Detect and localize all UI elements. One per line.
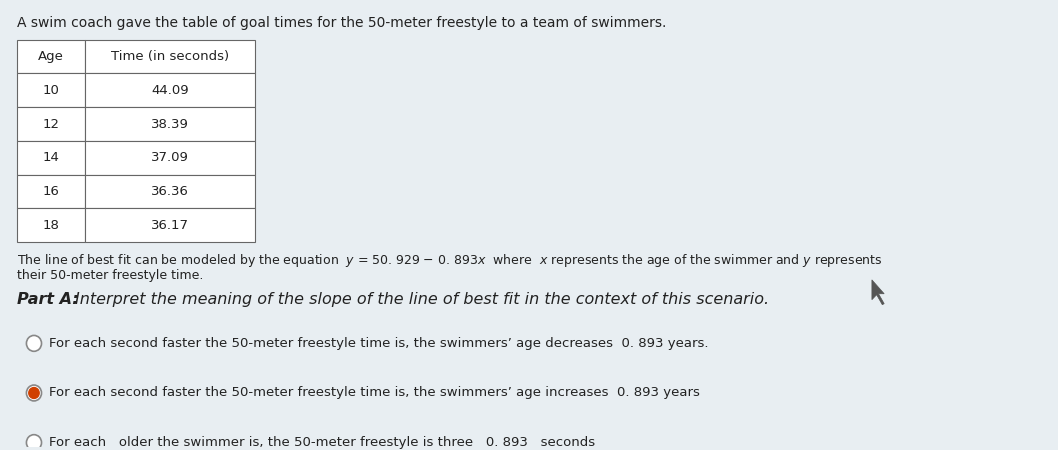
Text: 36.17: 36.17 bbox=[151, 219, 188, 232]
Text: For each second faster the 50-meter freestyle time is, the swimmers’ age decreas: For each second faster the 50-meter free… bbox=[49, 337, 709, 350]
Text: 36.36: 36.36 bbox=[151, 185, 188, 198]
Text: 12: 12 bbox=[42, 117, 59, 130]
Text: Time (in seconds): Time (in seconds) bbox=[111, 50, 229, 63]
Circle shape bbox=[26, 435, 41, 450]
Text: 16: 16 bbox=[42, 185, 59, 198]
Bar bbox=[17, 107, 85, 141]
Bar bbox=[17, 141, 85, 175]
Text: 44.09: 44.09 bbox=[151, 84, 188, 97]
Bar bbox=[85, 141, 255, 175]
Bar bbox=[17, 208, 85, 242]
Text: Age: Age bbox=[38, 50, 63, 63]
Bar bbox=[85, 73, 255, 107]
Text: 14: 14 bbox=[42, 151, 59, 164]
Text: The line of best fit can be modeled by the equation  $y$ = 50. 929 − 0. 893$x$  : The line of best fit can be modeled by t… bbox=[17, 252, 882, 269]
Bar bbox=[85, 208, 255, 242]
Bar bbox=[17, 40, 85, 73]
Bar bbox=[85, 175, 255, 208]
Text: For each second faster the 50-meter freestyle time is, the swimmers’ age increas: For each second faster the 50-meter free… bbox=[49, 387, 700, 400]
Text: 18: 18 bbox=[42, 219, 59, 232]
Polygon shape bbox=[872, 280, 884, 305]
Bar bbox=[17, 175, 85, 208]
Circle shape bbox=[29, 387, 39, 398]
Bar bbox=[85, 40, 255, 73]
Text: 37.09: 37.09 bbox=[151, 151, 188, 164]
Bar bbox=[85, 107, 255, 141]
Bar bbox=[17, 73, 85, 107]
Text: Part A:: Part A: bbox=[17, 292, 85, 307]
Circle shape bbox=[26, 335, 41, 351]
Text: 10: 10 bbox=[42, 84, 59, 97]
Text: A swim coach gave the table of goal times for the 50-meter freestyle to a team o: A swim coach gave the table of goal time… bbox=[17, 16, 667, 30]
Circle shape bbox=[26, 385, 41, 401]
Text: their 50-meter freestyle time.: their 50-meter freestyle time. bbox=[17, 269, 203, 282]
Text: 38.39: 38.39 bbox=[151, 117, 188, 130]
Text: For each   older the swimmer is, the 50-meter freestyle is three   0. 893   seco: For each older the swimmer is, the 50-me… bbox=[49, 436, 596, 449]
Text: Interpret the meaning of the slope of the line of best fit in the context of thi: Interpret the meaning of the slope of th… bbox=[75, 292, 769, 307]
